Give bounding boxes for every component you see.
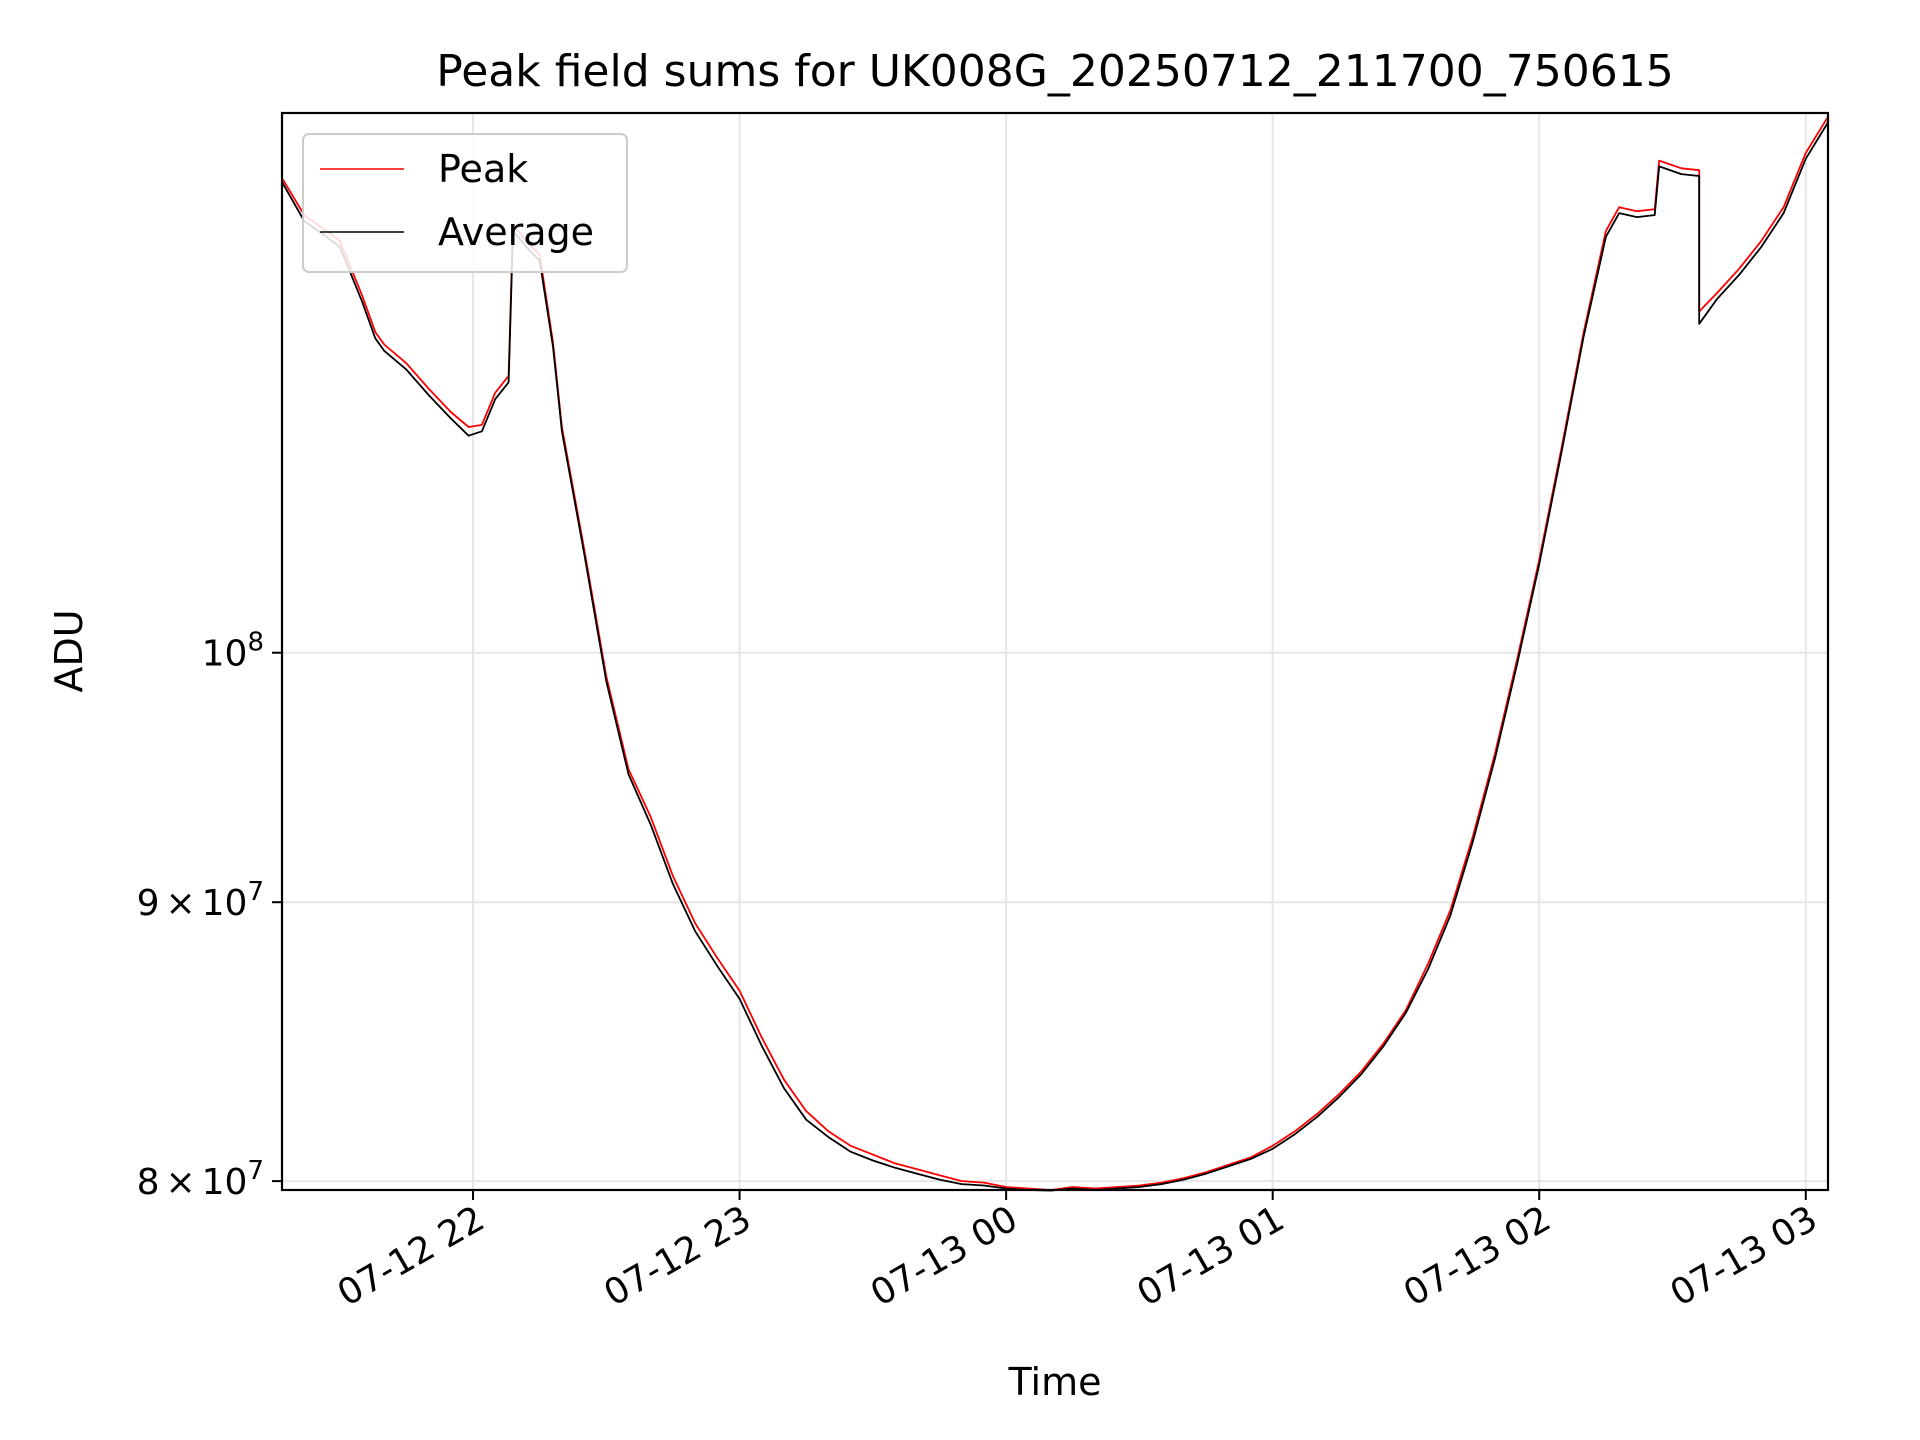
y-tick-base: 10 (202, 1162, 248, 1203)
y-tick-label: 108 (202, 628, 264, 675)
y-axis-label: ADU (47, 609, 91, 692)
plot-frame (280, 111, 1830, 1192)
chart-title: Peak field sums for UK008G_20250712_2117… (436, 46, 1673, 97)
y-tick-label: 9 × 107 (137, 877, 264, 924)
grid (282, 113, 1828, 1190)
legend-label-average: Average (438, 210, 594, 254)
y-tick-exponent: 7 (247, 1156, 264, 1186)
legend: Peak Average (302, 133, 628, 273)
y-tick-times: × (165, 883, 195, 924)
x-axis-label: Time (1008, 1360, 1102, 1404)
y-tick-mantissa: 8 (137, 1162, 160, 1203)
y-tick-mantissa: 9 (137, 883, 160, 924)
y-tick-exponent: 8 (247, 628, 264, 658)
y-tick-exponent: 7 (247, 877, 264, 907)
legend-label-peak: Peak (438, 147, 528, 191)
y-tick-base: 10 (202, 883, 248, 924)
y-tick-times: × (165, 1162, 195, 1203)
y-tick-label: 8 × 107 (137, 1156, 264, 1203)
y-tick-base: 10 (202, 634, 248, 675)
